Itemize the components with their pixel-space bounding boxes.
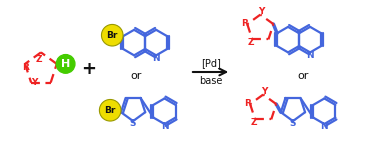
Text: Y: Y	[261, 87, 267, 96]
Text: S: S	[290, 120, 296, 128]
Text: or: or	[130, 71, 142, 81]
Text: N: N	[306, 51, 314, 60]
Circle shape	[99, 100, 121, 121]
Text: or: or	[297, 71, 308, 81]
Text: Y: Y	[258, 7, 265, 16]
Text: R: R	[244, 99, 251, 108]
Text: base: base	[199, 76, 222, 86]
Text: S: S	[130, 120, 136, 128]
Circle shape	[56, 55, 75, 73]
Text: Z: Z	[248, 38, 254, 47]
Text: [Pd]: [Pd]	[201, 58, 220, 68]
Circle shape	[101, 24, 123, 46]
Text: Br: Br	[107, 31, 118, 40]
Text: N: N	[152, 54, 160, 63]
Text: Br: Br	[104, 106, 116, 115]
Text: N: N	[321, 122, 328, 131]
Text: R: R	[241, 19, 248, 28]
Text: Z: Z	[36, 55, 42, 64]
Text: N: N	[161, 122, 168, 131]
Text: +: +	[82, 60, 96, 78]
Text: Y: Y	[31, 78, 37, 87]
Text: R: R	[22, 63, 29, 72]
Text: Z: Z	[251, 118, 257, 127]
Text: H: H	[61, 59, 70, 69]
